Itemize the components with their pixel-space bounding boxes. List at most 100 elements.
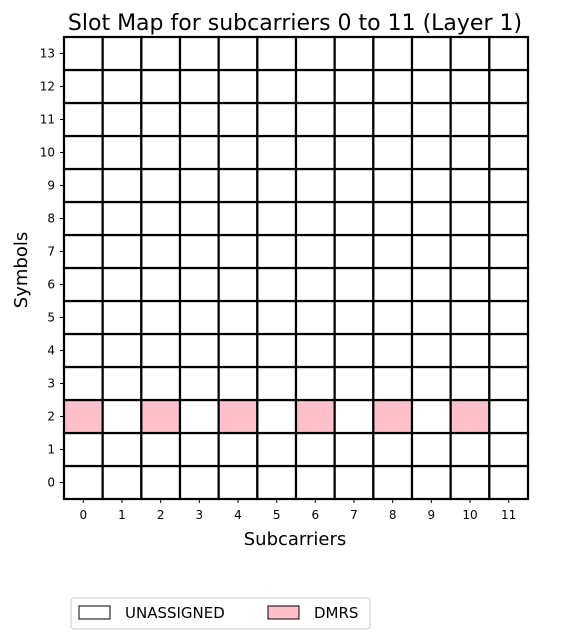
slot-cell-sc9-sym6 (410, 266, 452, 303)
slot-cell-sc7-sym6 (333, 266, 375, 303)
slot-cell-sc10-sym5 (449, 299, 491, 336)
slot-cell-sc9-sym3 (410, 365, 452, 402)
slot-cell-sc6-sym13 (294, 35, 336, 72)
slot-cell-sc7-sym10 (333, 134, 375, 171)
slot-cell-sc3-sym1 (178, 431, 220, 468)
slot-cell-sc2-sym1 (140, 431, 182, 468)
x-tick-label: 2 (157, 508, 165, 522)
slot-cell-sc3-sym2 (178, 398, 220, 435)
slot-cell-sc11-sym1 (488, 431, 530, 468)
slot-cell-sc0-sym2 (62, 398, 104, 435)
y-tick-label: 11 (40, 113, 55, 127)
slot-cell-sc8-sym4 (372, 332, 414, 369)
x-tick-label: 5 (273, 508, 281, 522)
slot-cell-sc6-sym6 (294, 266, 336, 303)
x-tick-label: 4 (234, 508, 242, 522)
slot-cell-sc8-sym11 (372, 101, 414, 138)
slot-cell-sc8-sym6 (372, 266, 414, 303)
slot-cell-sc0-sym12 (62, 68, 104, 105)
slot-cell-sc4-sym6 (217, 266, 259, 303)
slot-cell-sc5-sym13 (256, 35, 298, 72)
slot-cell-sc9-sym2 (410, 398, 452, 435)
slot-cell-sc6-sym10 (294, 134, 336, 171)
slot-cell-sc7-sym3 (333, 365, 375, 402)
slot-cell-sc5-sym6 (256, 266, 298, 303)
slot-cell-sc5-sym2 (256, 398, 298, 435)
slot-cell-sc10-sym13 (449, 35, 491, 72)
slot-cell-sc8-sym10 (372, 134, 414, 171)
slot-cell-sc6-sym1 (294, 431, 336, 468)
slot-cell-sc7-sym9 (333, 167, 375, 204)
slot-cell-sc11-sym0 (488, 464, 530, 501)
slot-cell-sc4-sym4 (217, 332, 259, 369)
slot-cell-sc7-sym12 (333, 68, 375, 105)
slot-cell-sc6-sym4 (294, 332, 336, 369)
y-tick-label: 2 (47, 410, 55, 424)
slot-cell-sc5-sym10 (256, 134, 298, 171)
slot-cell-sc0-sym7 (62, 233, 104, 270)
x-tick-label: 10 (462, 508, 477, 522)
slot-cell-sc4-sym8 (217, 200, 259, 237)
slot-cell-sc0-sym11 (62, 101, 104, 138)
legend-swatch-unassigned (78, 605, 111, 620)
slot-cell-sc9-sym5 (410, 299, 452, 336)
slot-cell-sc11-sym2 (488, 398, 530, 435)
slot-cell-sc6-sym7 (294, 233, 336, 270)
slot-cell-sc8-sym5 (372, 299, 414, 336)
slot-cell-sc2-sym3 (140, 365, 182, 402)
y-tick-label: 3 (47, 377, 55, 391)
slot-cell-sc1-sym3 (101, 365, 143, 402)
slot-cell-sc4-sym1 (217, 431, 259, 468)
slot-cell-sc0-sym4 (62, 332, 104, 369)
plot-frame (63, 36, 529, 500)
slot-cell-sc6-sym5 (294, 299, 336, 336)
slot-cell-sc3-sym4 (178, 332, 220, 369)
slot-cell-sc4-sym0 (217, 464, 259, 501)
x-tick-label: 0 (80, 508, 88, 522)
slot-cell-sc5-sym12 (256, 68, 298, 105)
slot-cell-sc8-sym0 (372, 464, 414, 501)
slot-cell-sc6-sym2 (294, 398, 336, 435)
slot-cell-sc11-sym12 (488, 68, 530, 105)
slot-cell-sc3-sym5 (178, 299, 220, 336)
slot-cell-sc8-sym8 (372, 200, 414, 237)
slot-cell-sc4-sym9 (217, 167, 259, 204)
slot-cell-sc2-sym10 (140, 134, 182, 171)
x-tick-label: 7 (350, 508, 358, 522)
slot-cell-sc2-sym5 (140, 299, 182, 336)
slot-cell-sc7-sym13 (333, 35, 375, 72)
y-tick-label: 12 (40, 80, 55, 94)
slot-cell-sc3-sym8 (178, 200, 220, 237)
slot-cell-sc3-sym0 (178, 464, 220, 501)
slot-cell-sc7-sym1 (333, 431, 375, 468)
slot-cell-sc7-sym0 (333, 464, 375, 501)
slot-cell-sc11-sym3 (488, 365, 530, 402)
slot-cell-sc8-sym12 (372, 68, 414, 105)
slot-cell-sc7-sym5 (333, 299, 375, 336)
y-tick-label: 13 (40, 47, 55, 61)
slot-cell-sc2-sym4 (140, 332, 182, 369)
y-tick-label: 5 (47, 311, 55, 325)
slot-cell-sc5-sym8 (256, 200, 298, 237)
slot-cell-sc1-sym12 (101, 68, 143, 105)
y-tick-label: 4 (47, 344, 55, 358)
slot-cell-sc1-sym2 (101, 398, 143, 435)
slot-cell-sc1-sym4 (101, 332, 143, 369)
slot-cell-sc4-sym12 (217, 68, 259, 105)
slot-cell-sc1-sym10 (101, 134, 143, 171)
legend-label-unassigned: UNASSIGNED (125, 604, 225, 622)
y-tick-label: 10 (40, 146, 55, 160)
x-tick-label: 9 (428, 508, 436, 522)
slot-cell-sc5-sym5 (256, 299, 298, 336)
slot-cell-sc1-sym13 (101, 35, 143, 72)
slot-cell-sc5-sym4 (256, 332, 298, 369)
slot-cell-sc11-sym7 (488, 233, 530, 270)
slot-cell-sc3-sym13 (178, 35, 220, 72)
y-axis-label: Symbols (11, 232, 32, 308)
slot-cell-sc0-sym1 (62, 431, 104, 468)
slot-cell-sc7-sym11 (333, 101, 375, 138)
slot-cell-sc3-sym10 (178, 134, 220, 171)
slot-cell-sc10-sym11 (449, 101, 491, 138)
slot-cell-sc8-sym3 (372, 365, 414, 402)
